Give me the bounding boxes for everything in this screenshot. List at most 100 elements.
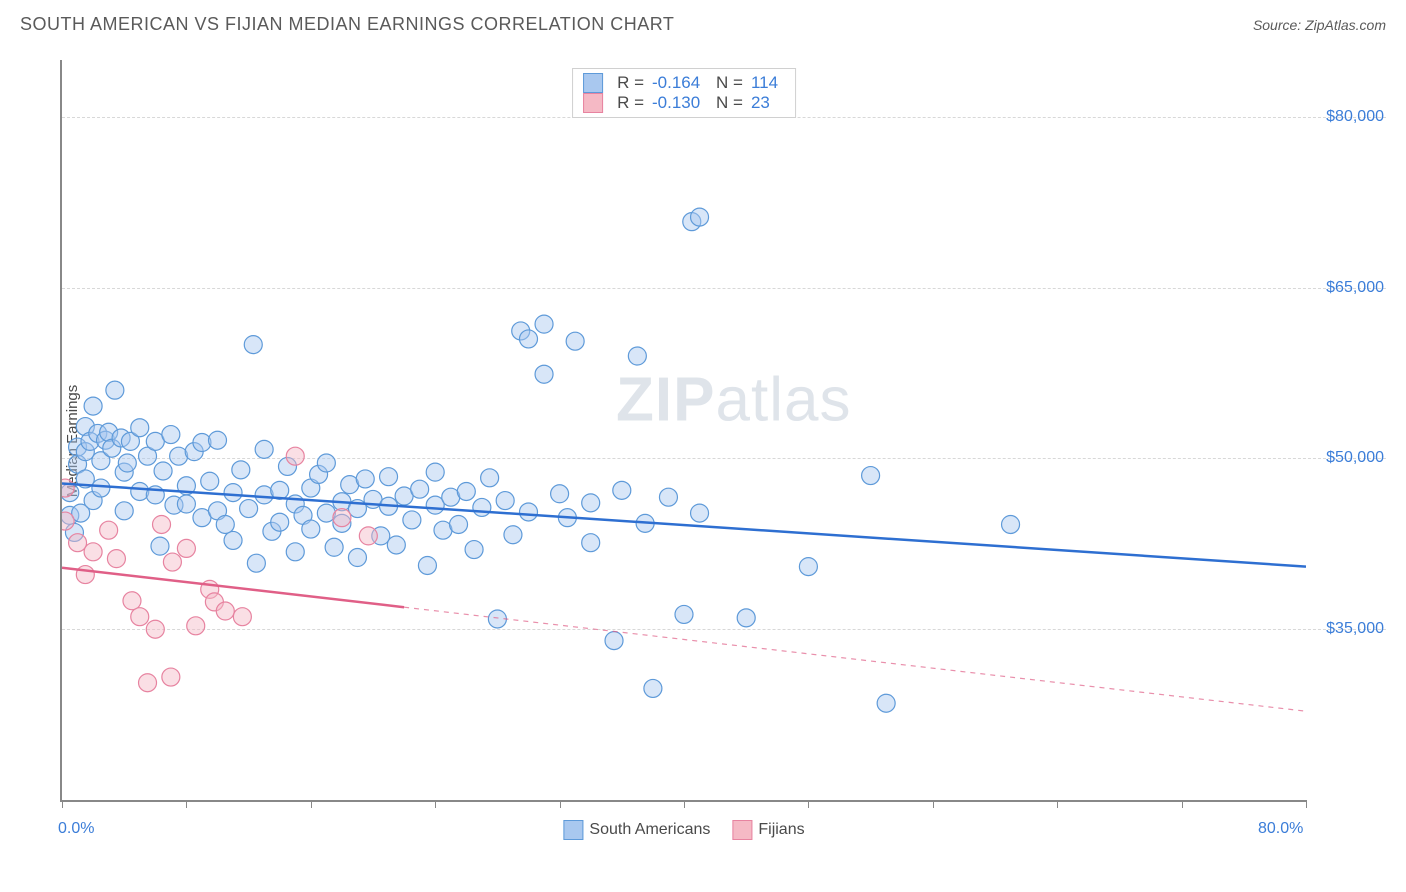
data-point <box>247 554 265 572</box>
data-point <box>551 485 569 503</box>
data-point <box>154 462 172 480</box>
data-point <box>481 469 499 487</box>
data-point <box>162 668 180 686</box>
y-tick-label: $50,000 <box>1326 449 1384 467</box>
data-point <box>76 566 94 584</box>
stat-n-value: 23 <box>751 93 785 113</box>
data-point <box>62 512 74 530</box>
stats-row: R = -0.164 N = 114 <box>583 73 785 93</box>
data-point <box>325 538 343 556</box>
legend-swatch <box>563 820 583 840</box>
data-point <box>244 336 262 354</box>
data-point <box>151 537 169 555</box>
y-tick-label: $80,000 <box>1326 108 1384 126</box>
data-point <box>163 553 181 571</box>
data-point <box>520 330 538 348</box>
data-point <box>426 463 444 481</box>
data-point <box>139 674 157 692</box>
x-tick <box>808 800 809 808</box>
scatter-svg <box>62 60 1306 800</box>
data-point <box>131 482 149 500</box>
data-point <box>644 679 662 697</box>
x-tick <box>1182 800 1183 808</box>
data-point <box>233 608 251 626</box>
data-point <box>286 447 304 465</box>
x-tick <box>1057 800 1058 808</box>
stat-n-label: N = <box>716 73 743 93</box>
data-point <box>100 521 118 539</box>
data-point <box>84 543 102 561</box>
x-tick <box>311 800 312 808</box>
data-point <box>535 315 553 333</box>
x-tick <box>1306 800 1307 808</box>
data-point <box>106 381 124 399</box>
legend-label: Fijians <box>758 821 804 838</box>
y-tick-label: $35,000 <box>1326 620 1384 638</box>
data-point <box>450 515 468 533</box>
legend-item: Fijians <box>732 820 804 840</box>
y-tick-label: $65,000 <box>1326 279 1384 297</box>
data-point <box>359 527 377 545</box>
data-point <box>255 440 273 458</box>
x-tick-label: 0.0% <box>58 820 94 838</box>
data-point <box>380 468 398 486</box>
data-point <box>613 481 631 499</box>
legend-swatch <box>732 820 752 840</box>
correlation-stats-box: R =-0.164N =114R =-0.130N =23 <box>572 68 796 118</box>
data-point <box>69 534 87 552</box>
data-point <box>123 592 141 610</box>
chart-source: Source: ZipAtlas.com <box>1253 17 1386 33</box>
chart-header: SOUTH AMERICAN VS FIJIAN MEDIAN EARNINGS… <box>0 0 1406 41</box>
data-point <box>465 541 483 559</box>
legend-item: South Americans <box>563 820 710 840</box>
data-point <box>457 482 475 500</box>
data-point <box>387 536 405 554</box>
data-point <box>107 550 125 568</box>
data-point <box>582 534 600 552</box>
data-point <box>411 480 429 498</box>
data-point <box>691 504 709 522</box>
data-point <box>302 520 320 538</box>
plot-region: ZIPatlas R =-0.164N =114R =-0.130N =23 S… <box>60 60 1306 802</box>
data-point <box>62 479 74 497</box>
data-point <box>201 472 219 490</box>
data-point <box>566 332 584 350</box>
data-point <box>877 694 895 712</box>
data-point <box>403 511 421 529</box>
data-point <box>418 556 436 574</box>
stats-swatch <box>583 73 603 93</box>
x-tick-label: 80.0% <box>1258 820 1303 838</box>
data-point <box>232 461 250 479</box>
data-point <box>496 492 514 510</box>
data-point <box>737 609 755 627</box>
stat-n-value: 114 <box>751 73 785 93</box>
x-tick <box>435 800 436 808</box>
data-point <box>286 543 304 561</box>
data-point <box>240 500 258 518</box>
data-point <box>92 479 110 497</box>
data-point <box>153 515 171 533</box>
x-tick <box>62 800 63 808</box>
stat-n-label: N = <box>716 93 743 113</box>
trend-line <box>62 484 1306 567</box>
data-point <box>628 347 646 365</box>
stat-r-label: R = <box>617 93 644 113</box>
trend-line-solid <box>62 568 404 607</box>
chart-title: SOUTH AMERICAN VS FIJIAN MEDIAN EARNINGS… <box>20 14 674 35</box>
stat-r-label: R = <box>617 73 644 93</box>
trend-line-dashed <box>404 607 1306 711</box>
data-point <box>271 513 289 531</box>
data-point <box>224 531 242 549</box>
data-point <box>118 454 136 472</box>
stats-swatch <box>583 93 603 113</box>
legend-label: South Americans <box>589 821 710 838</box>
data-point <box>146 620 164 638</box>
data-point <box>356 470 374 488</box>
stat-r-value: -0.164 <box>652 73 708 93</box>
data-point <box>216 602 234 620</box>
data-point <box>348 549 366 567</box>
data-point <box>209 431 227 449</box>
x-tick <box>933 800 934 808</box>
data-point <box>605 632 623 650</box>
data-point <box>535 365 553 383</box>
